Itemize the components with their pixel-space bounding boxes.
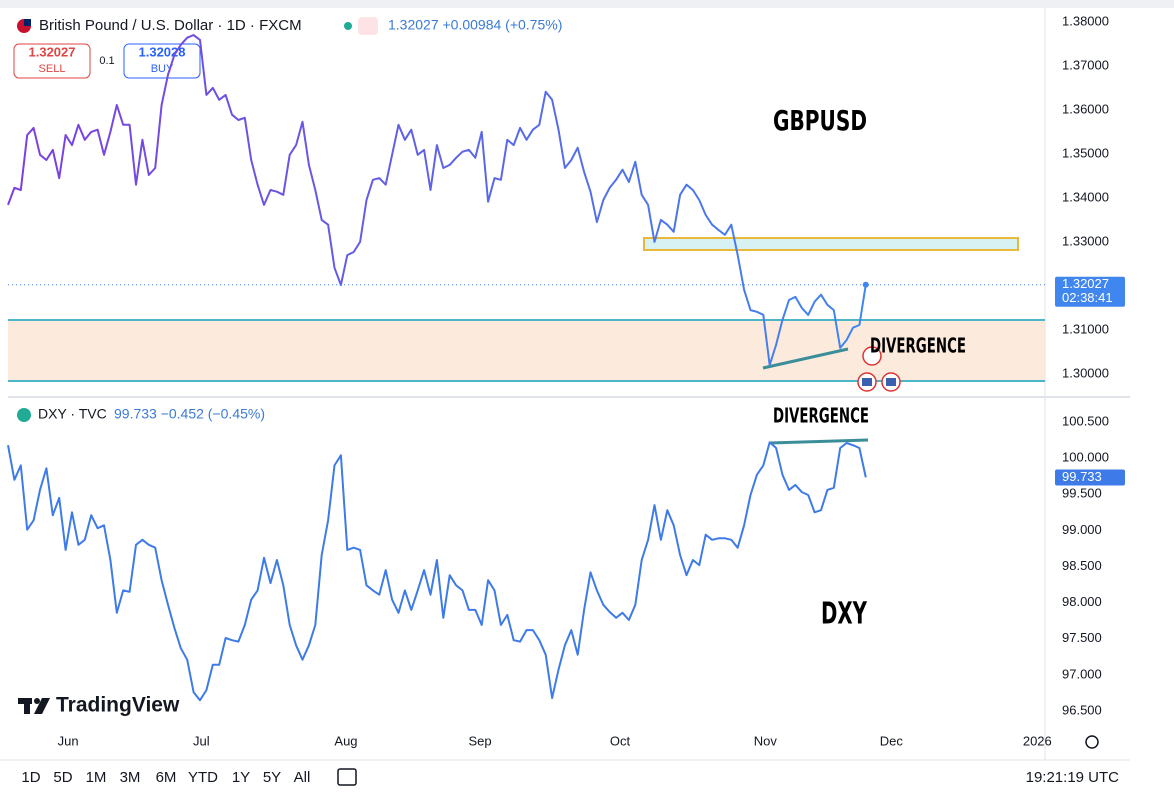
y-tick-label: 100.500 bbox=[1062, 413, 1109, 428]
price-line bbox=[7, 34, 867, 367]
last-price-label: 99.733 bbox=[1062, 469, 1102, 484]
right-margin bbox=[1130, 8, 1174, 798]
clock: 19:21:19 UTC bbox=[1026, 769, 1120, 786]
x-tick-label: Sep bbox=[469, 733, 492, 748]
dxy-quote: 99.733 −0.452 (−0.45%) bbox=[114, 406, 265, 422]
price-line bbox=[7, 441, 867, 702]
y-tick-label: 1.38000 bbox=[1062, 13, 1109, 28]
y-tick-label: 1.30000 bbox=[1062, 365, 1109, 380]
range-button[interactable]: 6M bbox=[156, 769, 177, 786]
x-tick-label: Nov bbox=[754, 733, 778, 748]
x-tick-label: 2026 bbox=[1023, 733, 1052, 748]
symbol-flag bbox=[24, 19, 31, 26]
y-tick-label: 1.35000 bbox=[1062, 145, 1109, 160]
sell-label: SELL bbox=[39, 63, 66, 75]
y-tick-label: 99.500 bbox=[1062, 486, 1102, 501]
logo-mark bbox=[18, 698, 50, 714]
sell-button[interactable] bbox=[13, 43, 91, 79]
x-tick-label: Dec bbox=[880, 733, 904, 748]
divergence-trendline bbox=[762, 347, 849, 370]
y-tick-label: 1.34000 bbox=[1062, 189, 1109, 204]
top-strip bbox=[0, 0, 1174, 8]
annotation: DXY bbox=[821, 597, 868, 632]
resistance-box bbox=[643, 237, 1019, 251]
market-status bbox=[344, 22, 352, 30]
range-button[interactable]: 1Y bbox=[232, 769, 250, 786]
y-tick-label: 97.500 bbox=[1062, 630, 1102, 645]
y-tick-label: 97.000 bbox=[1062, 666, 1102, 681]
symbol-quote: 1.32027 +0.00984 (+0.75%) bbox=[388, 17, 562, 33]
y-tick-label: 100.000 bbox=[1062, 450, 1109, 465]
settings-icon[interactable] bbox=[1085, 735, 1099, 749]
y-tick-label: 1.37000 bbox=[1062, 57, 1109, 72]
range-button[interactable]: 3M bbox=[120, 769, 141, 786]
y-tick-label: 98.000 bbox=[1062, 594, 1102, 609]
range-button[interactable]: All bbox=[294, 769, 311, 786]
y-tick-label: 99.000 bbox=[1062, 522, 1102, 537]
buy-button[interactable] bbox=[123, 43, 201, 79]
x-tick-label: Jul bbox=[193, 733, 210, 748]
x-tick-label: Jun bbox=[58, 733, 79, 748]
range-button[interactable]: YTD bbox=[188, 769, 218, 786]
last-price-box bbox=[1055, 469, 1125, 486]
bar-countdown: 02:38:41 bbox=[1062, 290, 1113, 305]
annotation: DIVERGENCE bbox=[773, 404, 869, 428]
last-price-box bbox=[1055, 276, 1125, 307]
event-icons bbox=[857, 346, 901, 392]
y-tick-label: 96.500 bbox=[1062, 702, 1102, 717]
annotation: GBPUSD bbox=[773, 104, 867, 137]
y-tick-label: 1.33000 bbox=[1062, 233, 1109, 248]
x-tick-label: Oct bbox=[610, 733, 631, 748]
divergence-trendline bbox=[769, 438, 869, 445]
calendar-icon[interactable] bbox=[337, 768, 357, 786]
last-point bbox=[862, 281, 869, 288]
y-tick-label: 1.36000 bbox=[1062, 101, 1109, 116]
range-button[interactable]: 5Y bbox=[263, 769, 281, 786]
last-price-label: 1.32027 bbox=[1062, 276, 1109, 291]
x-tick-label: Aug bbox=[334, 733, 357, 748]
logo-text: TradingView bbox=[56, 694, 180, 717]
sell-price: 1.32027 bbox=[29, 44, 76, 59]
y-tick-label: 1.31000 bbox=[1062, 321, 1109, 336]
dxy-icon bbox=[17, 408, 31, 422]
range-button[interactable]: 1D bbox=[21, 769, 40, 786]
dxy-title[interactable]: DXY · TVC bbox=[38, 406, 107, 422]
range-button[interactable]: 1M bbox=[86, 769, 107, 786]
symbol-title[interactable]: British Pound / U.S. Dollar · 1D · FXCM bbox=[39, 17, 302, 34]
status-badge bbox=[358, 17, 378, 35]
y-tick-label: 98.500 bbox=[1062, 558, 1102, 573]
range-button[interactable]: 5D bbox=[53, 769, 72, 786]
quantity: 0.1 bbox=[99, 55, 114, 67]
annotation: DIVERGENCE bbox=[870, 334, 966, 358]
